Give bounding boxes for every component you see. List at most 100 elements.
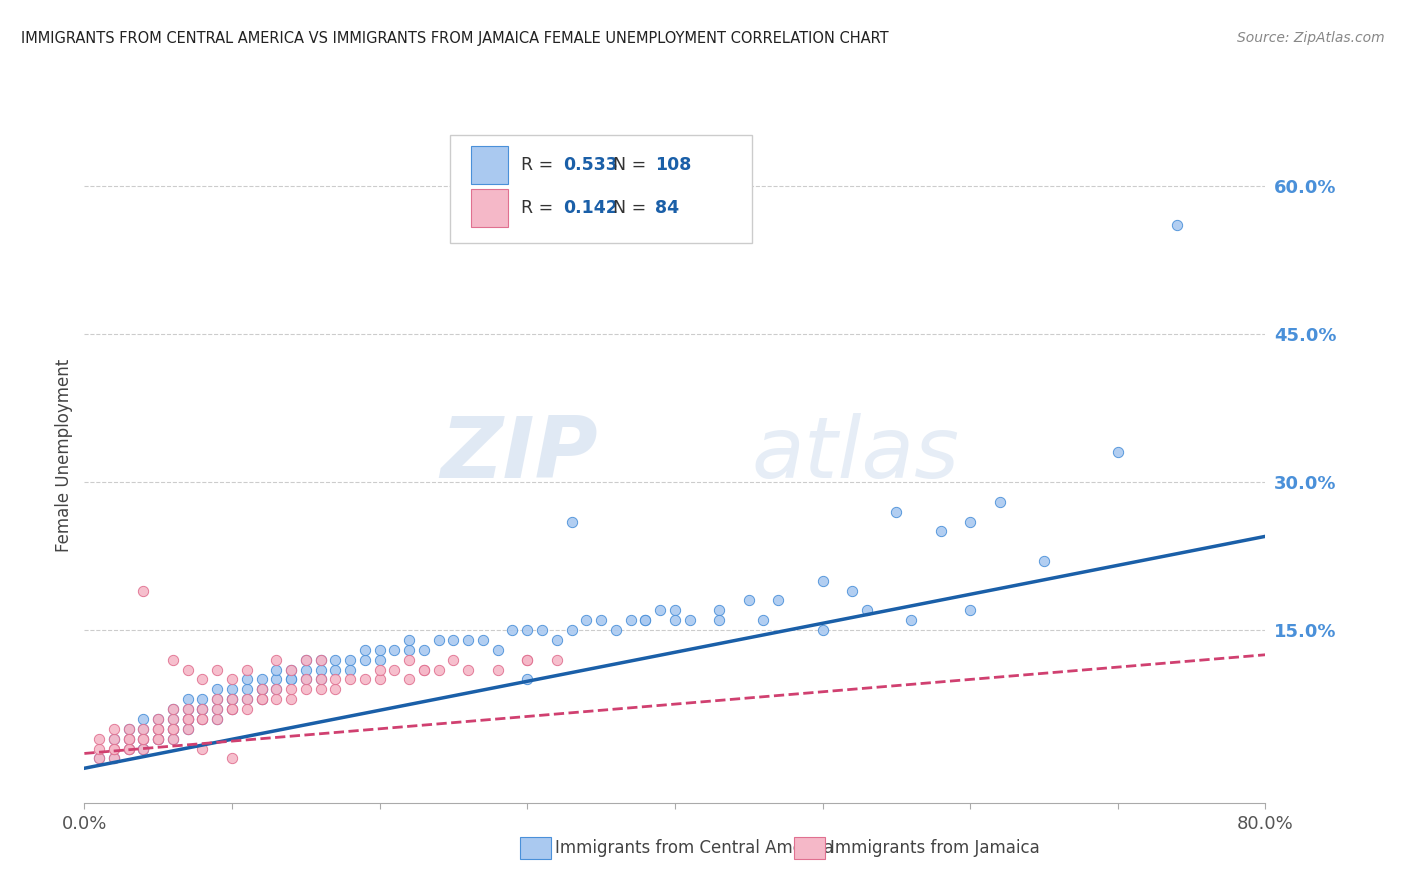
Point (560, 515, 583, 529)
Point (264, 682, 288, 697)
Point (280, 663, 302, 677)
Point (162, 731, 184, 746)
Point (148, 731, 170, 746)
Point (205, 712, 228, 726)
Point (309, 673, 332, 687)
Point (177, 722, 200, 736)
Point (427, 632, 450, 647)
Point (264, 682, 288, 697)
Point (250, 692, 273, 706)
Point (221, 702, 243, 716)
Point (354, 673, 377, 687)
Point (516, 623, 538, 637)
Point (634, 613, 657, 627)
Point (191, 702, 214, 716)
Point (132, 741, 155, 756)
Point (368, 673, 391, 687)
Point (368, 663, 391, 677)
Point (250, 682, 273, 697)
Text: Immigrants from Jamaica: Immigrants from Jamaica (830, 839, 1039, 857)
Point (221, 673, 243, 687)
Text: 84: 84 (655, 199, 679, 217)
Point (575, 613, 598, 627)
Point (205, 663, 228, 677)
Point (250, 692, 273, 706)
Point (546, 632, 568, 647)
FancyBboxPatch shape (471, 145, 509, 184)
Point (1107, 445, 1129, 459)
Point (264, 663, 288, 677)
Point (648, 603, 672, 617)
Point (148, 712, 170, 726)
Point (295, 673, 318, 687)
Point (148, 722, 170, 736)
Point (413, 663, 436, 677)
Point (177, 702, 200, 716)
Point (886, 505, 908, 519)
Point (752, 613, 775, 627)
Point (619, 613, 641, 627)
Point (177, 712, 200, 726)
Point (132, 731, 155, 746)
Text: R =: R = (522, 199, 560, 217)
Point (205, 682, 228, 697)
Point (546, 653, 568, 667)
Point (678, 613, 700, 627)
Point (132, 712, 155, 726)
Point (664, 603, 686, 617)
Point (441, 653, 464, 667)
Point (709, 603, 731, 617)
Point (191, 692, 214, 706)
Point (221, 682, 243, 697)
Point (132, 741, 155, 756)
Point (929, 524, 952, 539)
Point (413, 643, 436, 657)
Point (309, 673, 332, 687)
Point (191, 702, 214, 716)
Point (368, 653, 391, 667)
Point (264, 692, 288, 706)
Point (103, 722, 125, 736)
Point (103, 741, 125, 756)
Point (236, 682, 259, 697)
Point (339, 673, 361, 687)
Point (472, 632, 495, 647)
Point (191, 712, 214, 726)
Point (516, 673, 538, 687)
Point (103, 731, 125, 746)
Point (162, 722, 184, 736)
Point (162, 653, 184, 667)
FancyBboxPatch shape (471, 189, 509, 227)
Point (900, 613, 922, 627)
Point (221, 702, 243, 716)
Point (398, 653, 420, 667)
Point (236, 692, 259, 706)
Text: 108: 108 (655, 156, 692, 174)
Point (309, 663, 332, 677)
Y-axis label: Female Unemployment: Female Unemployment (55, 359, 73, 551)
Point (280, 673, 302, 687)
Point (205, 692, 228, 706)
Point (118, 741, 141, 756)
Point (323, 663, 347, 677)
Point (560, 623, 583, 637)
Point (221, 692, 243, 706)
Point (89, 741, 111, 756)
Point (457, 663, 479, 677)
Point (591, 613, 613, 627)
Point (103, 731, 125, 746)
Point (368, 643, 391, 657)
Point (323, 653, 347, 667)
Text: IMMIGRANTS FROM CENTRAL AMERICA VS IMMIGRANTS FROM JAMAICA FEMALE UNEMPLOYMENT C: IMMIGRANTS FROM CENTRAL AMERICA VS IMMIG… (21, 31, 889, 46)
Point (516, 653, 538, 667)
Point (339, 653, 361, 667)
Point (280, 692, 302, 706)
Point (250, 682, 273, 697)
Point (280, 663, 302, 677)
Point (103, 741, 125, 756)
Point (486, 663, 509, 677)
Point (354, 653, 377, 667)
Point (295, 673, 318, 687)
Text: N =: N = (613, 156, 652, 174)
Point (1032, 554, 1054, 568)
